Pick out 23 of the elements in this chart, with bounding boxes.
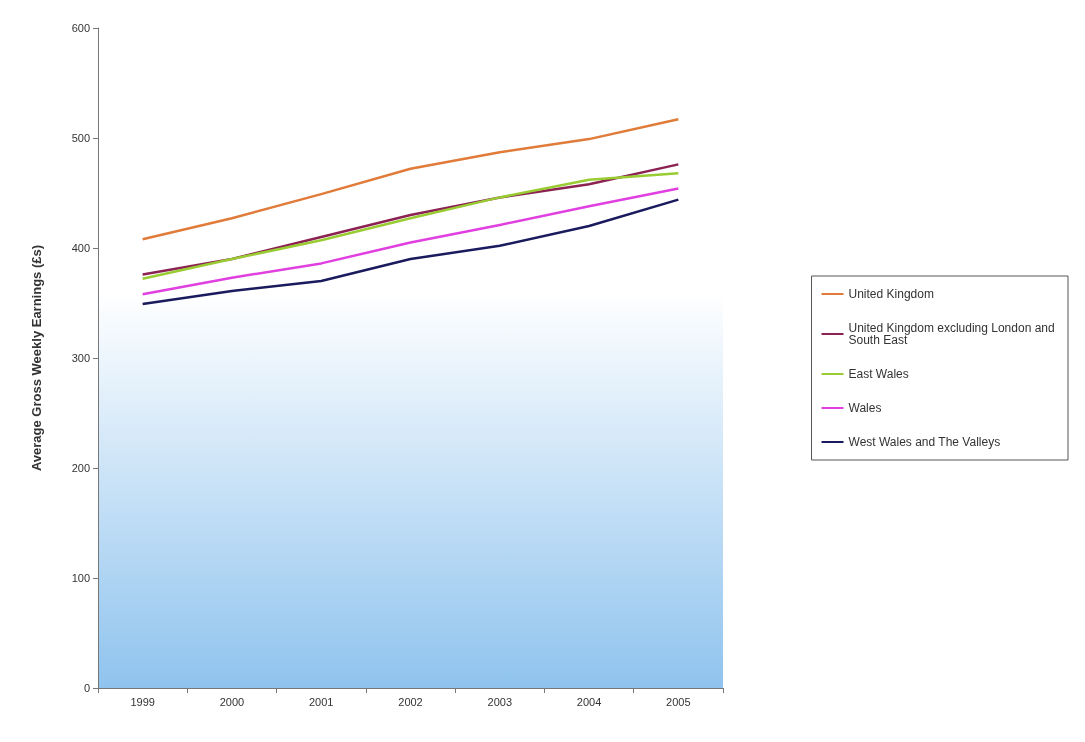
legend-label: United Kingdom [848,287,934,301]
x-tick-label: 2001 [308,695,334,708]
legend-label: United Kingdom excluding London and South East [848,321,1058,347]
x-tick-label: 2000 [219,695,245,708]
y-tick-label: 600 [71,22,90,34]
y-tick-label: 400 [71,242,90,254]
y-tick-label: 500 [71,132,90,144]
y-tick-label: 0 [83,682,90,694]
x-tick-label: 2005 [666,695,691,708]
legend-label: East Wales [848,367,909,381]
x-tick-label: 2004 [576,695,602,708]
line-series [141,198,680,306]
y-tick-label: 100 [71,572,90,584]
x-tick-label: 1999 [130,695,155,708]
legend-label: West Wales and The Valleys [848,435,1001,449]
legend-label: Wales [848,401,882,415]
line-series [141,187,680,296]
y-axis-title: Average Gross Weekly Earnings (£s) [29,244,44,472]
x-tick-label: 2003 [487,695,513,708]
y-tick-label: 300 [71,352,90,364]
x-tick-label: 2002 [398,695,423,708]
y-tick-label: 200 [71,462,90,474]
line-series [141,118,680,241]
